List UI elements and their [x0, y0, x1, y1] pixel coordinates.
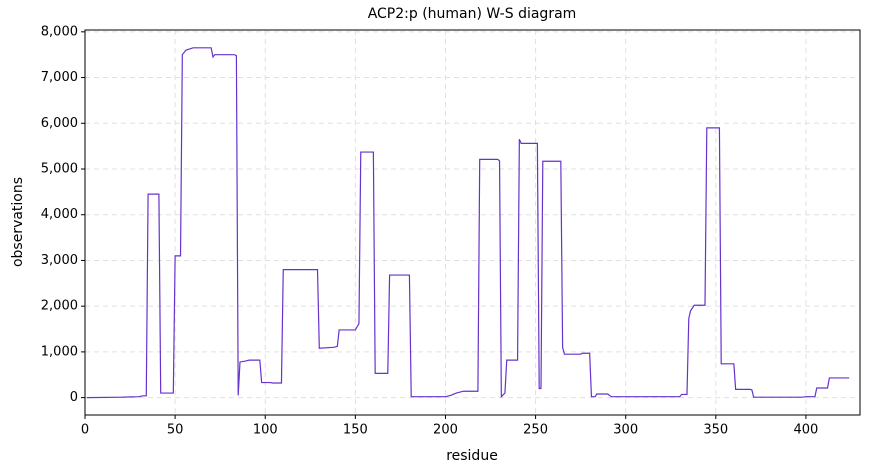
x-tick-label: 0 — [81, 423, 89, 438]
x-axis-label: residue — [446, 448, 498, 464]
x-tick-label: 200 — [433, 423, 458, 438]
x-tick-label: 250 — [523, 423, 548, 438]
chart-title: ACP2:p (human) W-S diagram — [368, 6, 577, 22]
x-tick-label: 150 — [343, 423, 368, 438]
y-tick-label: 0 — [70, 390, 78, 405]
y-axis-label: observations — [10, 177, 26, 267]
y-tick-label: 6,000 — [41, 116, 78, 131]
plot-frame — [84, 29, 861, 416]
y-tick-label: 3,000 — [41, 253, 78, 268]
y-tick-label: 7,000 — [41, 70, 78, 85]
x-tick-label: 300 — [613, 423, 638, 438]
y-tick-label: 5,000 — [41, 162, 78, 177]
x-tick-label: 100 — [253, 423, 278, 438]
x-tick-label: 400 — [794, 423, 819, 438]
y-tick-label: 8,000 — [41, 24, 78, 39]
data-line — [86, 47, 850, 399]
x-tick-label: 350 — [703, 423, 728, 438]
y-tick-label: 2,000 — [41, 299, 78, 314]
y-tick-label: 1,000 — [41, 344, 78, 359]
y-tick-label: 4,000 — [41, 207, 78, 222]
x-tick-label: 50 — [167, 423, 184, 438]
